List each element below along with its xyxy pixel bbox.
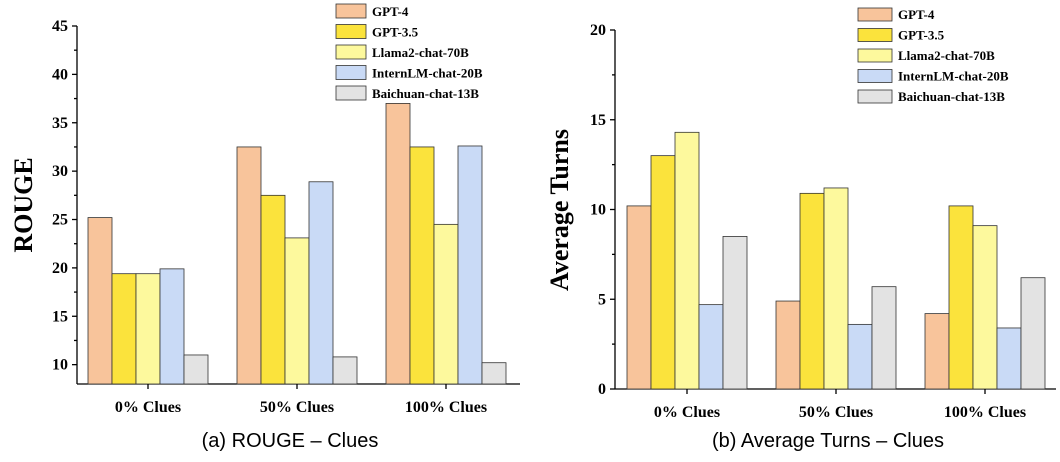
y-tick-label: 30 xyxy=(52,163,68,180)
average-turns-chart-panel: 0 5 10 15 20 0% Clues 50% Clues 100% Clues Avera… xyxy=(545,7,1056,452)
bar-baichuan-chat-13b-2 xyxy=(871,286,897,390)
y-tick-label: 40 xyxy=(52,66,68,83)
legend: GPT-4 GPT-3.5 Llama2-chat-70B InternLM-chat… xyxy=(335,3,483,101)
legend-swatch xyxy=(857,7,893,22)
legend-swatch xyxy=(335,65,367,80)
x-category-label: 50% Clues xyxy=(260,399,334,416)
y-tick-label: 45 xyxy=(52,18,68,35)
bar-gpt-4-2 xyxy=(236,146,262,385)
bar-baichuan-chat-13b-2 xyxy=(332,356,358,385)
y-tick-label: 10 xyxy=(52,357,68,374)
bar-gpt-4-3 xyxy=(924,313,950,390)
x-category-label: 0% Clues xyxy=(115,399,181,416)
legend-swatch xyxy=(335,85,367,101)
bar-llama2-chat-70b-3 xyxy=(433,223,459,385)
y-tick-label: 15 xyxy=(52,308,68,325)
legend-label: Llama2-chat-70B xyxy=(898,48,995,63)
x-category-label: 100% Clues xyxy=(405,399,487,416)
bar-internlm-chat-20b-2 xyxy=(847,323,873,390)
y-tick-label: 5 xyxy=(598,291,606,308)
legend-swatch xyxy=(335,44,367,60)
bar-baichuan-chat-13b-1 xyxy=(183,354,209,385)
bar-baichuan-chat-13b-3 xyxy=(1020,277,1046,390)
legend-label: Baichuan-chat-13B xyxy=(372,86,479,101)
chart-caption: (b) Average Turns – Clues xyxy=(712,430,944,452)
legend: GPT-4 GPT-3.5 Llama2-chat-70B InternLM-chat… xyxy=(857,7,1009,104)
bar-llama2-chat-70b-2 xyxy=(284,237,310,385)
legend-label: Llama2-chat-70B xyxy=(372,45,469,60)
chart-caption: (a) ROUGE – Clues xyxy=(202,430,379,452)
bar-llama2-chat-70b-2 xyxy=(823,187,849,390)
legend-swatch xyxy=(857,48,893,63)
bar-baichuan-chat-13b-3 xyxy=(481,362,507,385)
bar-gpt-3-5-1 xyxy=(111,273,137,385)
legend-swatch xyxy=(857,69,893,83)
legend-swatch xyxy=(857,89,893,104)
bar-internlm-chat-20b-1 xyxy=(159,268,185,385)
bar-internlm-chat-20b-3 xyxy=(996,327,1022,390)
bar-gpt-4-1 xyxy=(87,217,113,385)
bar-internlm-chat-20b-1 xyxy=(698,304,724,390)
rouge-chart-panel: 10 15 20 25 30 35 40 45 0% Clues 50% Clues 100% Cl… xyxy=(9,3,520,452)
bar-gpt-3-5-3 xyxy=(409,146,435,385)
legend-label: GPT-3.5 xyxy=(372,25,419,40)
y-tick-label: 35 xyxy=(52,115,68,132)
y-tick-label: 10 xyxy=(590,202,606,219)
legend-label: GPT-4 xyxy=(372,4,409,19)
bar-gpt-3-5-3 xyxy=(948,205,974,390)
y-tick-label: 0 xyxy=(598,381,606,398)
bar-llama2-chat-70b-1 xyxy=(135,273,161,385)
bar-baichuan-chat-13b-1 xyxy=(722,236,748,390)
x-category-label: 0% Clues xyxy=(654,404,720,421)
x-category-label: 100% Clues xyxy=(944,404,1026,421)
legend-label: InternLM-chat-20B xyxy=(372,66,483,81)
y-axis-title: ROUGE xyxy=(9,157,38,252)
legend-label: InternLM-chat-20B xyxy=(898,69,1009,84)
bar-gpt-3-5-2 xyxy=(799,192,825,390)
y-tick-label: 20 xyxy=(590,22,606,39)
y-tick-label: 20 xyxy=(52,260,68,277)
legend-swatch xyxy=(335,3,367,19)
bar-gpt-4-2 xyxy=(775,300,801,390)
y-tick-label: 25 xyxy=(52,212,68,229)
bar-gpt-4-1 xyxy=(626,205,652,390)
bar-gpt-3-5-2 xyxy=(260,194,286,385)
legend-label: GPT-3.5 xyxy=(898,28,945,43)
bar-llama2-chat-70b-3 xyxy=(972,225,998,390)
bar-gpt-3-5-1 xyxy=(650,155,676,390)
bar-internlm-chat-20b-3 xyxy=(457,145,483,385)
x-category-label: 50% Clues xyxy=(799,404,873,421)
legend-swatch xyxy=(335,24,367,39)
legend-label: GPT-4 xyxy=(898,7,935,22)
legend-swatch xyxy=(857,28,893,42)
legend-label: Baichuan-chat-13B xyxy=(898,89,1005,104)
bar-internlm-chat-20b-2 xyxy=(308,181,334,385)
y-tick-label: 15 xyxy=(590,112,606,129)
bar-llama2-chat-70b-1 xyxy=(674,131,700,390)
y-axis-title: Average Turns xyxy=(545,129,574,291)
bar-gpt-4-3 xyxy=(385,103,411,385)
